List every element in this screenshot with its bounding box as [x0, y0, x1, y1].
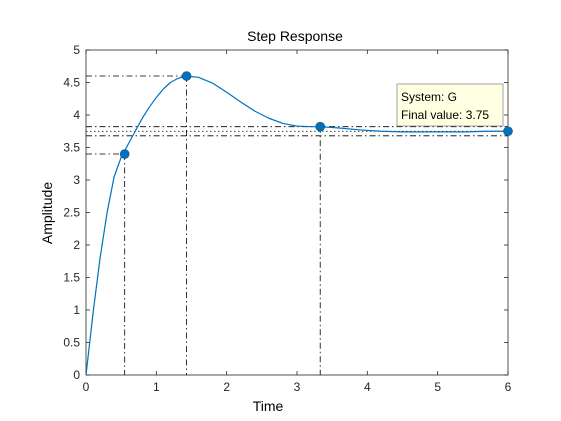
plot-area: 0 1 2 3 4 5 6 0 0.5 1 1.5 2 2.5 3 3.5 4 4.5 5 System: G Fin… [63, 43, 513, 394]
x-tick-label: 1 [153, 380, 160, 394]
y-axis-title: Amplitude [39, 182, 55, 244]
y-tick-label: 5 [73, 43, 80, 57]
y-tick-label: 2 [73, 238, 80, 252]
x-tick-label: 0 [83, 380, 90, 394]
x-tick-label: 2 [223, 380, 230, 394]
characteristic-point-marker [119, 149, 130, 159]
y-tick-label: 3.5 [63, 141, 80, 155]
x-axis-title: Time [253, 398, 284, 414]
y-tick-label: 4 [73, 108, 80, 122]
datatip-box [396, 83, 504, 127]
datatip-system: System: G [401, 90, 457, 104]
y-tick-label: 4.5 [63, 76, 80, 90]
characteristic-point-marker [181, 71, 192, 81]
y-tick-label: 0 [73, 368, 80, 382]
characteristic-point-marker [315, 121, 326, 132]
x-tick-label: 5 [434, 380, 441, 394]
y-tick-label: 3 [73, 173, 80, 187]
y-tick-label: 0.5 [63, 336, 80, 350]
datatip-final-value: Final value: 3.75 [401, 108, 489, 122]
y-tick-label: 2.5 [63, 206, 80, 220]
x-tick-label: 3 [294, 380, 301, 394]
y-tick-label: 1 [73, 303, 80, 317]
y-tick-label: 1.5 [63, 271, 80, 285]
x-tick-label: 4 [364, 380, 371, 394]
characteristic-point-marker [503, 126, 513, 137]
x-tick-label: 6 [505, 380, 512, 394]
chart-title: Step Response [247, 28, 343, 44]
